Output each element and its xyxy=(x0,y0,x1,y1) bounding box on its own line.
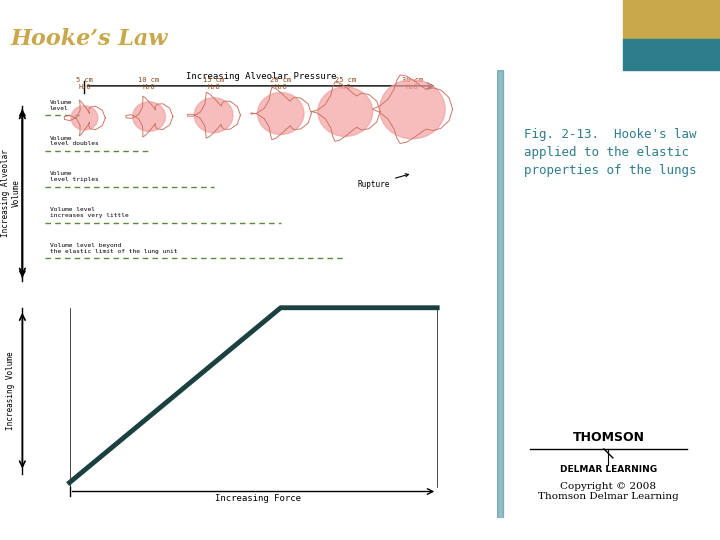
Circle shape xyxy=(132,102,166,131)
Text: Increasing Force: Increasing Force xyxy=(215,494,302,503)
Text: DELMAR LEARNING: DELMAR LEARNING xyxy=(560,464,657,474)
Circle shape xyxy=(379,79,445,139)
Text: Volume
level triples: Volume level triples xyxy=(50,172,99,183)
Text: 25 cm
H₂O: 25 cm H₂O xyxy=(335,77,356,90)
Bar xyxy=(623,39,720,70)
Circle shape xyxy=(71,106,98,130)
Circle shape xyxy=(258,92,304,134)
Text: Volume
level: Volume level xyxy=(50,100,72,111)
Text: Increasing Alveolar Pressure: Increasing Alveolar Pressure xyxy=(186,72,336,82)
Text: 5 cm
H₂O: 5 cm H₂O xyxy=(76,77,93,90)
Bar xyxy=(497,70,503,518)
Text: Copyright © 2008
Thomson Delmar Learning: Copyright © 2008 Thomson Delmar Learning xyxy=(538,482,679,501)
Text: 30 cm
H₂O: 30 cm H₂O xyxy=(402,77,423,90)
Bar xyxy=(623,0,720,39)
Text: Hooke’s Law: Hooke’s Law xyxy=(11,28,168,50)
Text: Volume level
increases very little: Volume level increases very little xyxy=(50,207,128,218)
Circle shape xyxy=(318,87,373,137)
Text: Fig. 2-13.  Hooke's law
applied to the elastic
properties of the lungs: Fig. 2-13. Hooke's law applied to the el… xyxy=(523,129,696,178)
Text: 20 cm
H₂O: 20 cm H₂O xyxy=(270,77,292,90)
Text: 15 cm
H₂O: 15 cm H₂O xyxy=(203,77,224,90)
Text: THOMSON: THOMSON xyxy=(572,431,644,444)
Text: Volume level beyond
the elastic limit of the lung unit: Volume level beyond the elastic limit of… xyxy=(50,243,177,254)
Text: Volume
level doubles: Volume level doubles xyxy=(50,136,99,146)
Text: Increasing Volume: Increasing Volume xyxy=(6,352,15,430)
Circle shape xyxy=(194,98,233,133)
Text: Increasing Alveolar
Volume: Increasing Alveolar Volume xyxy=(1,150,21,238)
Text: 10 cm
H₂O: 10 cm H₂O xyxy=(138,77,160,90)
Text: Rupture: Rupture xyxy=(358,174,408,189)
